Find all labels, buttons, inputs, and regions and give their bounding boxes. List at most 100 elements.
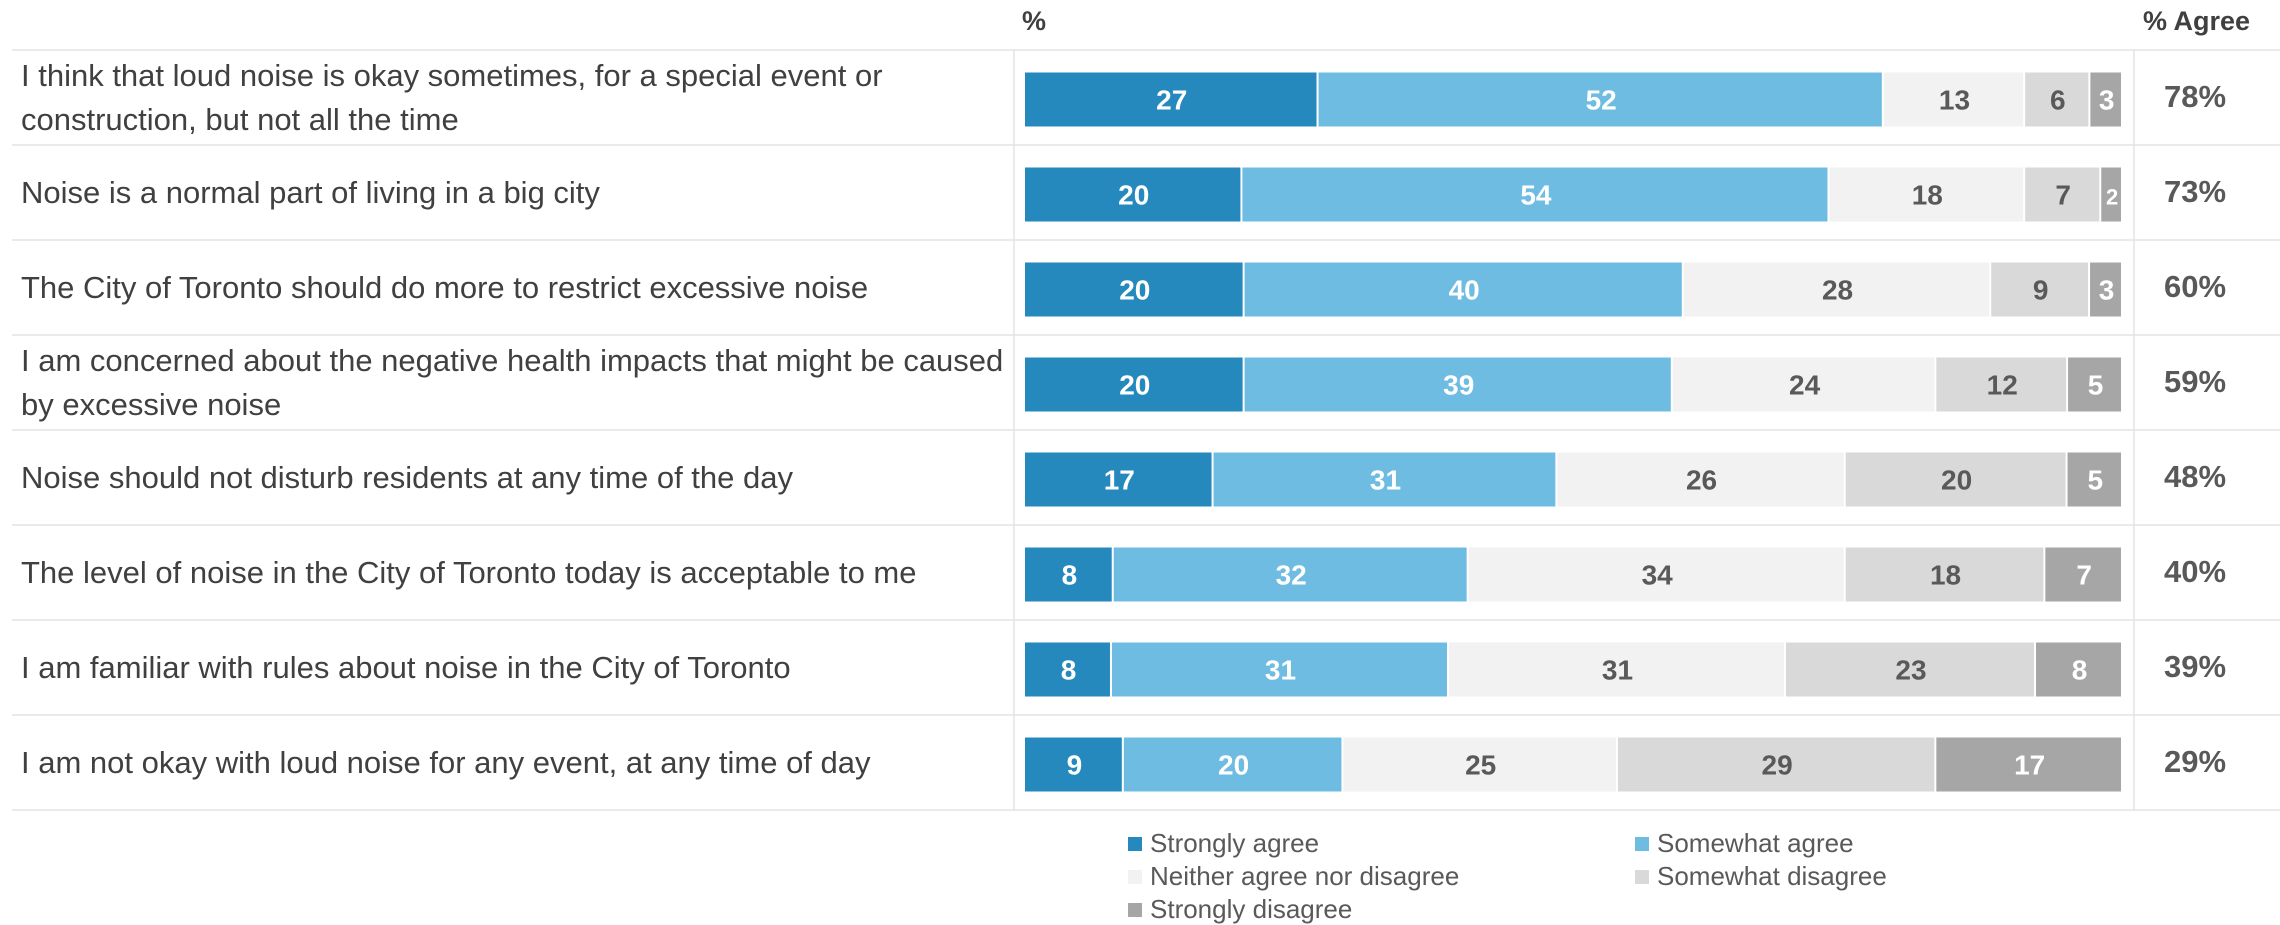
bar-value-label: 9: [1067, 750, 1083, 781]
bar-segment: [2025, 72, 2089, 127]
bar-segment: [1683, 262, 1990, 317]
bar-value-label: 20: [1218, 750, 1249, 781]
bar-segment: [1123, 737, 1342, 792]
legend-label: Somewhat disagree: [1657, 861, 1887, 891]
agree-percent-value: 40%: [2163, 553, 2227, 589]
bar-value-label: 7: [2076, 560, 2092, 591]
bar-value-label: 29: [1762, 750, 1793, 781]
agree-percent-value: 60%: [2163, 268, 2227, 304]
bar-value-label: 54: [1520, 180, 1552, 211]
statement-label: I am concerned about the negative health…: [21, 342, 1004, 422]
bar-segment: [2045, 547, 2121, 602]
bar-value-label: 31: [1265, 655, 1296, 686]
agree-percent-value: 29%: [2163, 743, 2227, 779]
bar-segment: [1829, 167, 2024, 222]
statement-label: I am familiar with rules about noise in …: [21, 649, 791, 685]
agree-percent-value: 48%: [2163, 458, 2227, 494]
bar-segment: [2067, 452, 2121, 507]
bar-segment: [1883, 72, 2024, 127]
percent-axis-header: %: [1022, 6, 1047, 36]
bar-segment: [1025, 167, 1241, 222]
bar-segment: [1244, 357, 1671, 412]
statement-label: Noise is a normal part of living in a bi…: [21, 174, 600, 210]
bar-segment: [1213, 452, 1556, 507]
agree-column-header: % Agree: [2143, 6, 2251, 36]
bar-value-label: 3: [2099, 85, 2115, 116]
legend-item: Strongly disagree: [1128, 894, 1352, 925]
bar-segment: [1845, 452, 2066, 507]
agree-percent-value: 59%: [2163, 363, 2227, 399]
bar-segment: [1111, 642, 1447, 697]
legend-item: Somewhat disagree: [1635, 861, 1887, 892]
bar-segment: [1785, 642, 2035, 697]
statement-label: The City of Toronto should do more to re…: [21, 269, 869, 305]
bar-segment: [1025, 547, 1112, 602]
bar-value-label: 20: [1119, 275, 1150, 306]
statement-label: I think that loud noise is okay sometime…: [21, 57, 883, 137]
bar-value-label: 27: [1156, 85, 1187, 116]
bar-segment: [1025, 262, 1243, 317]
legend-label: Somewhat agree: [1657, 828, 1854, 858]
bar-value-label: 13: [1939, 85, 1970, 116]
bar-segment: [1025, 737, 1122, 792]
bar-segment: [2025, 167, 2100, 222]
bar-segment: [1448, 642, 1784, 697]
bar-segment: [1318, 72, 1882, 127]
bar-segment: [1617, 737, 1935, 792]
bar-value-label: 20: [1118, 180, 1149, 211]
bar-value-label: 3: [2099, 275, 2115, 306]
legend-swatch: [1635, 836, 1649, 851]
bar-value-label: 34: [1642, 560, 1674, 591]
statement-label: The level of noise in the City of Toront…: [21, 554, 917, 590]
bar-segment: [1025, 72, 1317, 127]
bar-segment: [1845, 547, 2044, 602]
bar-segment: [1113, 547, 1467, 602]
bar-value-label: 31: [1602, 655, 1633, 686]
legend-item: Strongly agree: [1128, 828, 1319, 859]
bar-value-label: 18: [1930, 560, 1961, 591]
bar-segment: [2090, 72, 2121, 127]
bar-value-label: 52: [1586, 85, 1617, 116]
bar-segment: [1343, 737, 1616, 792]
bar-segment: [1468, 547, 1844, 602]
statement-label: I am not okay with loud noise for any ev…: [21, 744, 871, 780]
bar-value-label: 26: [1686, 465, 1717, 496]
agree-percent-value: 39%: [2163, 648, 2227, 684]
bar-value-label: 12: [1987, 370, 2018, 401]
legend-swatch: [1128, 869, 1142, 884]
bar-value-label: 20: [1119, 370, 1150, 401]
bar-segment: [1991, 262, 2089, 317]
bar-value-label: 32: [1276, 560, 1307, 591]
bar-segment: [2068, 357, 2121, 412]
statement-label: Noise should not disturb residents at an…: [21, 459, 793, 495]
bar-segment: [2090, 262, 2121, 317]
bar-segment: [2036, 642, 2121, 697]
legend-label: Strongly disagree: [1150, 894, 1353, 924]
bar-value-label: 40: [1449, 275, 1480, 306]
bar-segment: [1025, 452, 1212, 507]
bar-value-label: 25: [1465, 750, 1496, 781]
bar-segment: [1025, 642, 1110, 697]
bar-value-label: 2: [2106, 185, 2118, 210]
bar-value-label: 9: [2033, 275, 2049, 306]
bar-value-label: 8: [2072, 655, 2088, 686]
agree-percent-value: 73%: [2163, 173, 2227, 209]
bar-value-label: 8: [1061, 655, 1077, 686]
legend-label: Strongly agree: [1150, 828, 1320, 858]
bar-segment: [1936, 737, 2121, 792]
bar-value-label: 7: [2055, 180, 2071, 211]
legend-swatch: [1128, 836, 1142, 851]
bar-value-label: 5: [2088, 370, 2104, 401]
bar-value-label: 17: [1104, 465, 1135, 496]
bar-value-label: 20: [1941, 465, 1972, 496]
bar-segment: [1672, 357, 1935, 412]
agree-percent-value: 78%: [2163, 78, 2227, 114]
bar-value-label: 17: [2014, 750, 2045, 781]
legend-swatch: [1635, 869, 1649, 884]
bar-value-label: 8: [1062, 560, 1078, 591]
bar-segment: [1025, 357, 1243, 412]
bar-segment: [2101, 167, 2121, 222]
bar-segment: [1244, 262, 1682, 317]
bar-segment: [1557, 452, 1844, 507]
